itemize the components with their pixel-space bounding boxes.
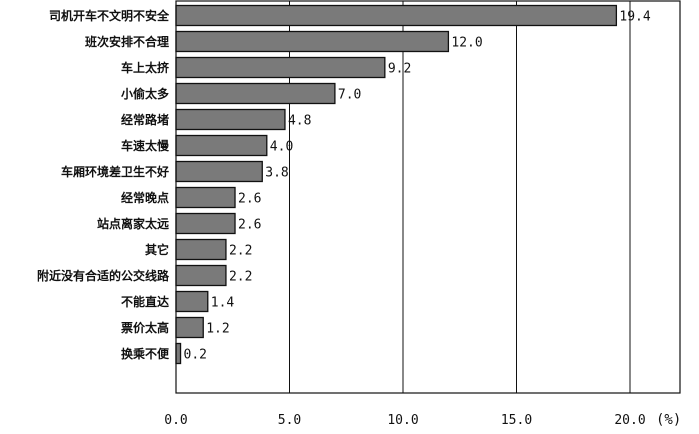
bar-layer [175,4,618,365]
data-label: 4.0 [270,140,293,155]
data-label: 9.2 [388,62,411,77]
data-label: 0.2 [184,348,207,363]
data-label: 7.0 [338,88,361,103]
x-tick-label: 20.0 [614,413,645,428]
data-label: 2.2 [229,270,252,285]
bar [175,290,209,313]
bar [175,186,236,209]
category-label: 经常路堵 [121,112,169,127]
data-label: 1.2 [206,322,229,337]
category-label: 换乘不便 [121,346,170,361]
category-label: 其它 [145,242,169,257]
data-label: 12.0 [451,36,482,51]
x-tick-label: 0.0 [164,413,187,428]
bar [175,212,236,235]
bar [175,82,336,105]
data-label: 2.6 [238,192,261,207]
data-label: 3.8 [265,166,288,181]
category-label: 站点离家太远 [97,216,169,231]
grid-layer [289,1,631,393]
category-label: 班次安排不合理 [85,34,169,49]
bar [175,4,618,27]
category-label: 车速太慢 [121,138,170,153]
bar [175,316,204,339]
plot-frame [175,0,681,394]
x-tick-label: 15.0 [501,413,532,428]
bar [175,264,227,287]
category-label: 车厢环境差卫生不好 [61,164,169,179]
category-label: 不能直达 [121,294,169,309]
data-label: 2.2 [229,244,252,259]
x-axis-unit: (%) [656,412,681,428]
bar [175,160,263,183]
bar [175,342,182,365]
x-tick-label: 5.0 [278,413,301,428]
data-label: 2.6 [238,218,261,233]
bar [175,238,227,261]
bar [175,108,286,131]
data-label: 4.8 [288,114,311,129]
data-label: 1.4 [211,296,235,311]
x-tick-label: 10.0 [387,413,418,428]
category-label: 附近没有合适的公交线路 [37,268,170,283]
category-label: 票价太高 [121,320,169,335]
data-label: 19.4 [619,10,650,25]
category-label: 经常晚点 [121,190,169,205]
label-layer: 司机开车不文明不安全 19.4 班次安排不合理 12.0 车上太挤 9.2 小偷太多 7.0 经… [37,8,651,363]
category-label: 司机开车不文明不安全 [49,8,170,23]
tick-layer: 0.0 5.0 10.0 15.0 20.0 [164,413,645,428]
bar [175,134,268,157]
category-label: 车上太挤 [121,60,170,75]
bar [175,30,450,53]
bar [175,56,386,79]
category-label: 小偷太多 [121,86,169,101]
